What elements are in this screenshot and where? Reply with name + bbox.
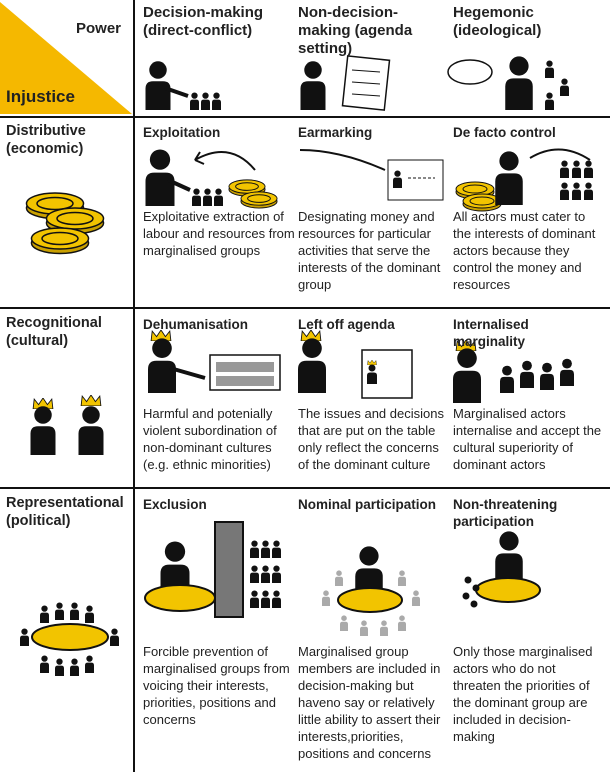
column-header: Decision-making (direct-conflict): [143, 4, 264, 39]
cell-text: The issues and decisions that are put on…: [298, 406, 444, 472]
cell-title: Nominal participation: [298, 497, 437, 512]
cell-text: All actors must cater to the interests o…: [453, 209, 596, 292]
cell-title: Left off agenda: [298, 317, 395, 332]
cell-title: Earmarking: [298, 125, 373, 140]
cell-title: Dehumanisation: [143, 317, 249, 332]
cell-title: De facto control: [453, 125, 556, 140]
cell-title: Internalised marginality: [453, 317, 529, 349]
cell-text: Marginalised actors internalise and acce…: [453, 406, 602, 472]
corner-top: Power: [76, 20, 122, 37]
cell-title: Non-threatening participation: [453, 497, 558, 529]
column-header: Non-decision-making (agenda setting): [298, 4, 413, 57]
icons: [20, 55, 593, 676]
row-label: Distributive (economic): [6, 123, 86, 157]
cell-text: Harmful and potenially violent subordina…: [143, 406, 277, 472]
cell-text: Forcible prevention of marginalised grou…: [143, 644, 290, 727]
corner-bottom: Injustice: [6, 87, 75, 106]
cell-title: Exploitation: [143, 125, 221, 140]
cell-text: Designating money and resources for part…: [298, 209, 441, 292]
row-label: Representational (political): [6, 495, 124, 529]
cell-title: Exclusion: [143, 497, 207, 512]
cell-text: Exploitative extraction of labour and re…: [143, 209, 295, 258]
row-label: Recognitional (cultural): [6, 315, 102, 349]
column-header: Hegemonic (ideological): [453, 4, 542, 39]
cell-text: Marginalised group members are included …: [298, 644, 441, 761]
cell-text: Only those marginalised actors who do no…: [453, 644, 593, 744]
